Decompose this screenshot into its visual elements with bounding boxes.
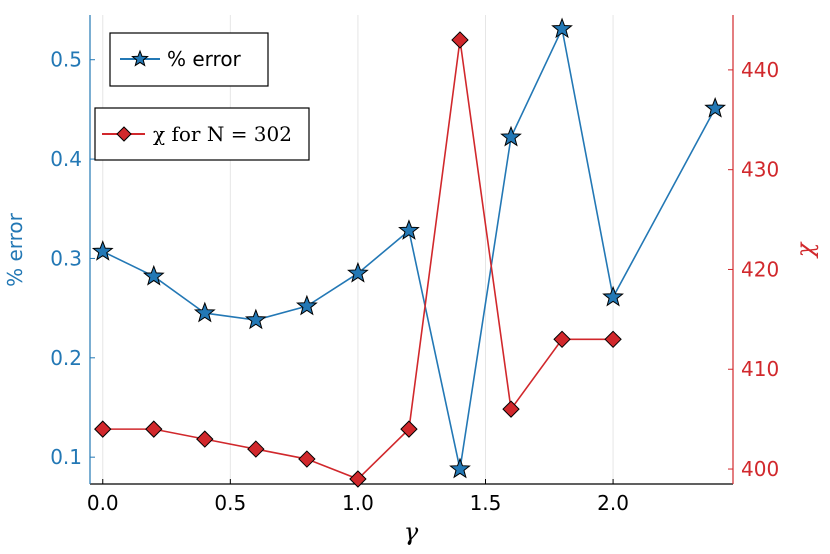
series-layer — [91, 17, 727, 488]
y-tick-label-right: 410 — [741, 357, 779, 381]
legend-diamond-marker — [116, 126, 132, 142]
error-point — [704, 96, 727, 118]
chi-point — [145, 420, 163, 438]
error-point — [500, 125, 522, 147]
tick-labels: 0.0 0.5 1.0 1.5 2.0 0.1 0.2 0.3 0.4 0.5 400 410 420 4… — [50, 48, 779, 515]
y-tick-label-right: 400 — [741, 457, 779, 481]
error-point — [193, 301, 216, 323]
y-axis-label-right: χ — [791, 241, 819, 259]
y-tick-label-left: 0.2 — [50, 346, 82, 370]
error-point — [602, 285, 624, 307]
y-axis-label-left: % error — [3, 212, 27, 287]
y-tick-label-left: 0.4 — [50, 147, 82, 171]
series-line-error — [102, 26, 716, 470]
error-point — [142, 264, 165, 286]
y-tick-label-right: 420 — [741, 257, 779, 281]
grid-lines — [102, 15, 614, 484]
chi-point — [502, 400, 520, 418]
y-tick-label-left: 0.5 — [50, 48, 82, 72]
y-tick-label-right: 440 — [741, 58, 779, 82]
error-point — [91, 240, 114, 261]
y-tick-label-left: 0.3 — [50, 246, 82, 270]
x-tick-label: 1.0 — [342, 491, 374, 515]
x-axis-label: γ — [404, 518, 419, 546]
x-tick-label: 1.5 — [470, 491, 502, 515]
axes — [89, 15, 734, 485]
chi-point — [94, 420, 112, 438]
error-point — [244, 308, 267, 330]
x-tick-label: 0.0 — [87, 491, 119, 515]
legend-chi-label: χ for N = 302 — [153, 122, 292, 146]
chi-point — [247, 440, 265, 458]
chi-point — [298, 450, 316, 468]
error-point — [347, 261, 369, 283]
chi-point — [451, 31, 469, 49]
chi-point — [400, 420, 418, 438]
legend-error: % error — [109, 32, 269, 87]
error-point — [449, 457, 471, 479]
chi-point — [553, 330, 571, 349]
y-tick-label-right: 430 — [741, 158, 779, 182]
y-tick-label-left: 0.1 — [50, 445, 82, 469]
error-point — [551, 17, 573, 39]
chi-point — [604, 330, 622, 349]
legend-star-marker — [131, 49, 149, 67]
x-tick-label: 2.0 — [597, 491, 629, 515]
x-tick-label: 0.5 — [214, 491, 246, 515]
legend-chi: χ for N = 302 — [94, 107, 310, 161]
error-point — [296, 294, 318, 316]
chi-point — [349, 470, 367, 488]
error-point — [398, 219, 420, 240]
legend-error-label: % error — [167, 47, 242, 71]
chi-point — [196, 430, 214, 448]
